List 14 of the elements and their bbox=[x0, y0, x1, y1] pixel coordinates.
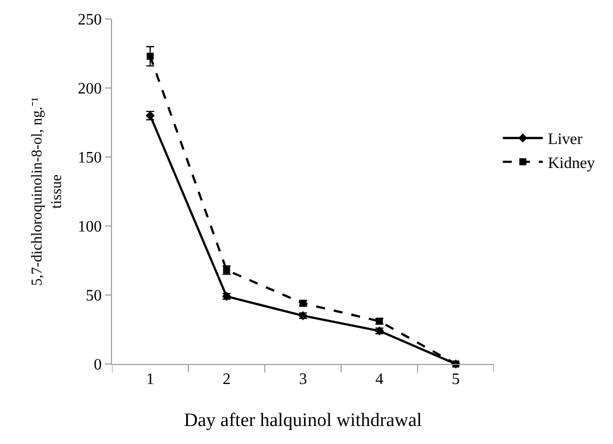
y-tick-label: 100 bbox=[78, 218, 102, 236]
x-tick-label: 3 bbox=[299, 371, 307, 388]
y-axis-title: 5,7-dichloroquinolin-8-ol, ng.⁻¹ tissue bbox=[30, 97, 66, 286]
y-tick-label: 150 bbox=[78, 150, 102, 167]
x-tick-label: 4 bbox=[375, 371, 384, 388]
x-tick-label: 1 bbox=[146, 371, 154, 388]
x-tick-label: 5 bbox=[452, 371, 460, 388]
y-tick-label: 50 bbox=[86, 288, 102, 305]
x-tick-label: 2 bbox=[222, 371, 231, 388]
y-tick-label: 0 bbox=[94, 356, 102, 374]
legend-label: Kidney bbox=[548, 155, 595, 172]
x-axis-title: Day after halquinol withdrawal bbox=[184, 410, 422, 431]
y-tick-label: 250 bbox=[78, 12, 102, 29]
y-tick-label: 200 bbox=[78, 80, 102, 98]
